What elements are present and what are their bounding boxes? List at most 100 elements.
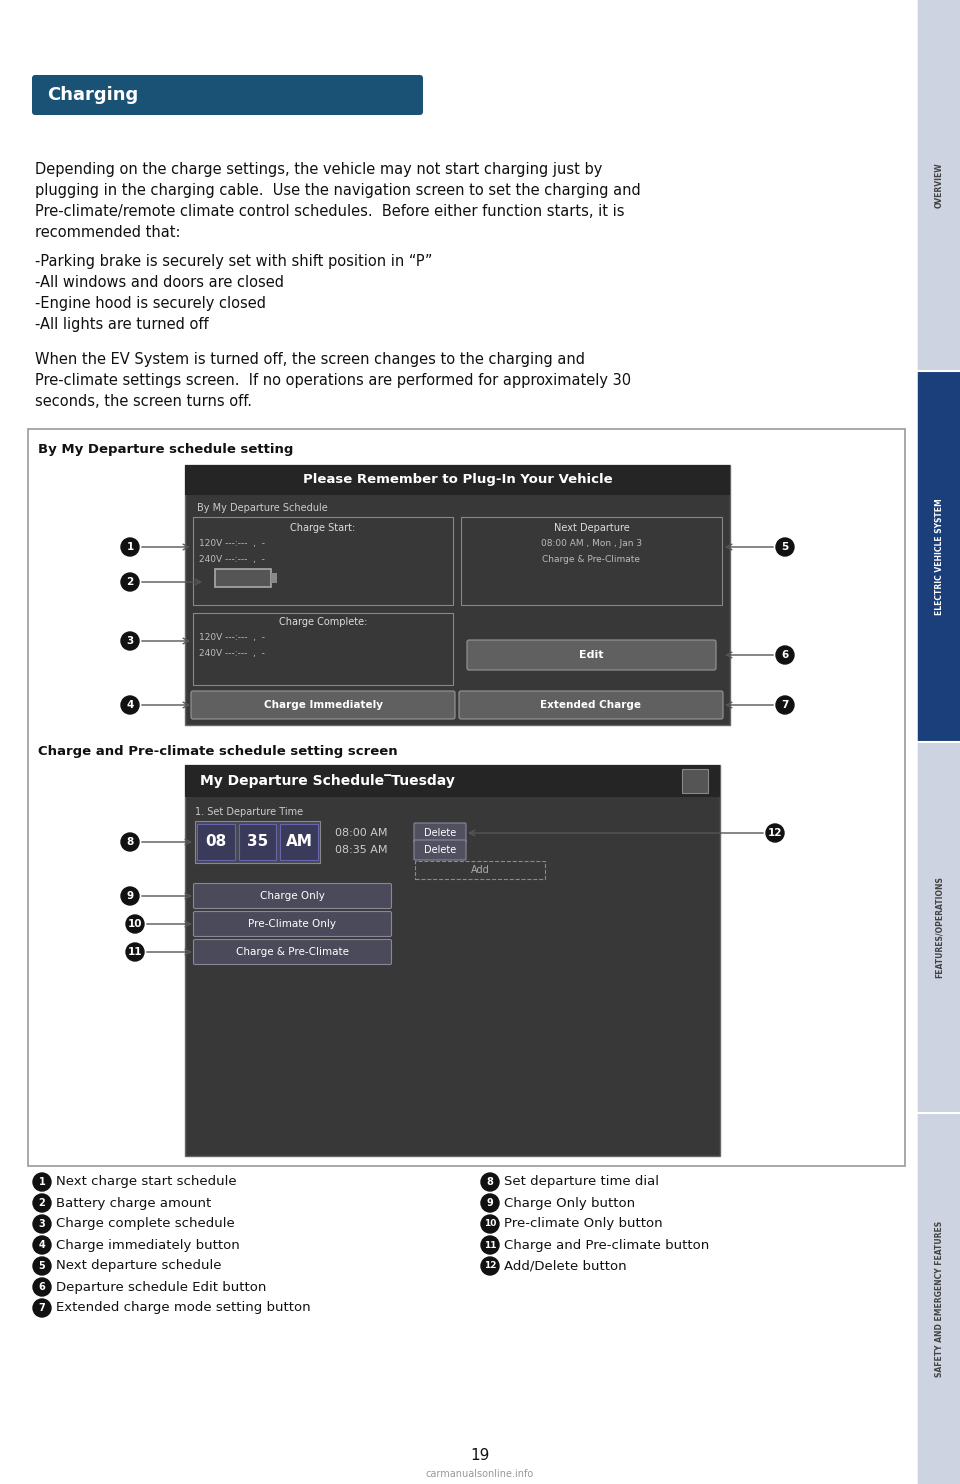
Text: Delete: Delete: [424, 828, 456, 838]
FancyBboxPatch shape: [467, 640, 716, 669]
Circle shape: [776, 646, 794, 663]
Text: Set departure time dial: Set departure time dial: [504, 1175, 659, 1189]
FancyBboxPatch shape: [194, 911, 392, 936]
Circle shape: [33, 1195, 51, 1212]
FancyBboxPatch shape: [414, 840, 466, 861]
Bar: [28, 429, 905, 1166]
Circle shape: [481, 1236, 499, 1254]
Circle shape: [126, 942, 144, 962]
Text: Charge & Pre-Climate: Charge & Pre-Climate: [236, 947, 349, 957]
Text: 9: 9: [127, 890, 133, 901]
Text: Charge complete schedule: Charge complete schedule: [56, 1217, 235, 1230]
Text: 10: 10: [484, 1220, 496, 1229]
Text: Battery charge amount: Battery charge amount: [56, 1196, 211, 1209]
Bar: [271, 573, 277, 583]
Bar: [185, 464, 730, 496]
Text: 5: 5: [781, 542, 788, 552]
Text: 2: 2: [38, 1198, 45, 1208]
Circle shape: [481, 1195, 499, 1212]
Text: SAFETY AND EMERGENCY FEATURES: SAFETY AND EMERGENCY FEATURES: [934, 1220, 944, 1377]
Text: Charge Complete:: Charge Complete:: [278, 617, 367, 628]
Bar: [197, 824, 234, 861]
Bar: [239, 824, 276, 861]
Text: Pre-climate Only button: Pre-climate Only button: [504, 1217, 662, 1230]
Text: Pre-Climate Only: Pre-Climate Only: [249, 919, 337, 929]
Circle shape: [33, 1298, 51, 1316]
FancyBboxPatch shape: [414, 824, 466, 843]
Text: Charge Start:: Charge Start:: [290, 522, 355, 533]
Circle shape: [33, 1215, 51, 1233]
Text: 35: 35: [247, 834, 268, 849]
Text: 8: 8: [487, 1177, 493, 1187]
Text: 7: 7: [38, 1303, 45, 1313]
Bar: [918, 1113, 960, 1484]
Circle shape: [33, 1236, 51, 1254]
Circle shape: [33, 1172, 51, 1192]
FancyBboxPatch shape: [32, 76, 423, 114]
Text: Departure schedule Edit button: Departure schedule Edit button: [56, 1281, 266, 1294]
Text: Please Remember to Plug-In Your Vehicle: Please Remember to Plug-In Your Vehicle: [302, 473, 612, 487]
Text: Charging: Charging: [47, 86, 138, 104]
Text: 1: 1: [38, 1177, 45, 1187]
Text: carmanualsonline.info: carmanualsonline.info: [426, 1469, 534, 1480]
Text: Charge Only: Charge Only: [260, 890, 324, 901]
Text: Next charge start schedule: Next charge start schedule: [56, 1175, 236, 1189]
Bar: [280, 824, 318, 861]
Text: 12: 12: [768, 828, 782, 838]
Circle shape: [121, 696, 139, 714]
Bar: [215, 568, 271, 588]
Text: plugging in the charging cable.  Use the navigation screen to set the charging a: plugging in the charging cable. Use the …: [35, 183, 640, 197]
Text: My Departure Schedule‾Tuesday: My Departure Schedule‾Tuesday: [200, 775, 455, 788]
Text: Charge Only button: Charge Only button: [504, 1196, 636, 1209]
Circle shape: [481, 1172, 499, 1192]
Text: 2: 2: [127, 577, 133, 588]
Text: 240V ---:---  ,  -: 240V ---:--- , -: [199, 555, 265, 564]
Circle shape: [121, 573, 139, 591]
Text: Edit: Edit: [579, 650, 604, 660]
Text: 12: 12: [484, 1261, 496, 1270]
Text: When the EV System is turned off, the screen changes to the charging and: When the EV System is turned off, the sc…: [35, 352, 585, 367]
Bar: [461, 516, 722, 605]
Circle shape: [121, 887, 139, 905]
Text: Next departure schedule: Next departure schedule: [56, 1260, 222, 1272]
Circle shape: [121, 539, 139, 556]
Text: 08:00 AM: 08:00 AM: [335, 828, 388, 838]
Text: Charge immediately button: Charge immediately button: [56, 1239, 240, 1251]
Text: Extended charge mode setting button: Extended charge mode setting button: [56, 1301, 311, 1315]
Bar: [918, 0, 960, 371]
Text: AM: AM: [286, 834, 313, 849]
Circle shape: [33, 1257, 51, 1275]
Text: Depending on the charge settings, the vehicle may not start charging just by: Depending on the charge settings, the ve…: [35, 162, 602, 177]
Text: 11: 11: [128, 947, 142, 957]
Text: 120V ---:---  ,  -: 120V ---:--- , -: [199, 634, 265, 643]
Text: -Engine hood is securely closed: -Engine hood is securely closed: [35, 295, 266, 312]
Text: OVERVIEW: OVERVIEW: [934, 163, 944, 208]
Text: 3: 3: [38, 1218, 45, 1229]
Circle shape: [121, 632, 139, 650]
Text: 08:35 AM: 08:35 AM: [335, 844, 388, 855]
Bar: [918, 371, 960, 742]
Circle shape: [481, 1257, 499, 1275]
Text: -Parking brake is securely set with shift position in “P”: -Parking brake is securely set with shif…: [35, 254, 433, 269]
Text: Charge Immediately: Charge Immediately: [263, 700, 382, 709]
FancyBboxPatch shape: [191, 692, 455, 720]
Text: 3: 3: [127, 637, 133, 646]
Bar: [918, 0, 960, 1484]
Text: 4: 4: [38, 1241, 45, 1250]
Text: 8: 8: [127, 837, 133, 847]
Circle shape: [33, 1278, 51, 1296]
Text: Pre-climate/remote climate control schedules.  Before either function starts, it: Pre-climate/remote climate control sched…: [35, 203, 625, 220]
Text: 4: 4: [127, 700, 133, 709]
Bar: [193, 516, 453, 605]
Text: 9: 9: [487, 1198, 493, 1208]
Text: Next Departure: Next Departure: [554, 522, 630, 533]
Text: recommended that:: recommended that:: [35, 226, 180, 240]
Bar: [185, 764, 720, 1156]
Circle shape: [776, 696, 794, 714]
Text: -All windows and doors are closed: -All windows and doors are closed: [35, 275, 284, 289]
Bar: [415, 861, 545, 879]
Text: 1. Set Departure Time: 1. Set Departure Time: [195, 807, 303, 818]
Text: Pre-climate settings screen.  If no operations are performed for approximately 3: Pre-climate settings screen. If no opera…: [35, 372, 631, 387]
Text: -All lights are turned off: -All lights are turned off: [35, 318, 208, 332]
Text: 1: 1: [127, 542, 133, 552]
